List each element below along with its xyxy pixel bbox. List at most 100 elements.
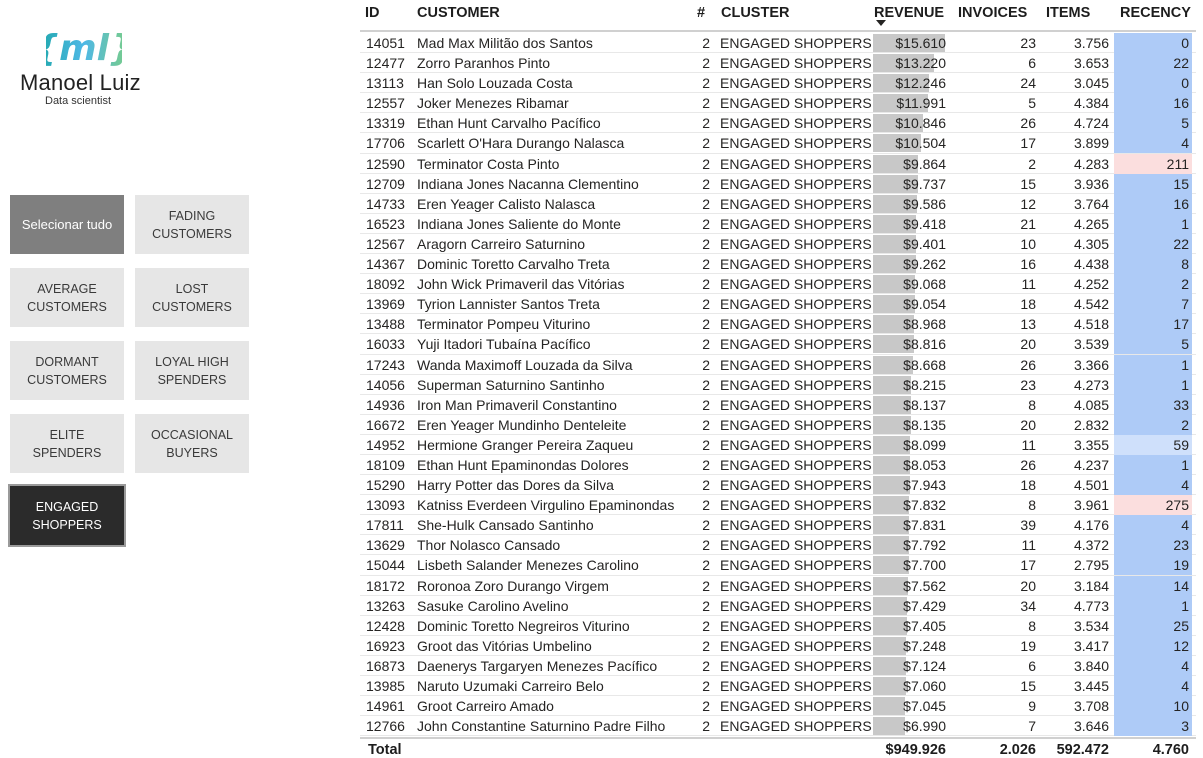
- cell-num: 2: [702, 597, 710, 614]
- table-row[interactable]: 16923 Groot das Vitórias Umbelino 2 ENGAGED…: [360, 635, 1196, 656]
- slicer-item[interactable]: ENGAGED SHOPPERS: [8, 484, 126, 547]
- cell-items: 3.539: [1073, 336, 1109, 353]
- slicer-item[interactable]: OCCASIONAL BUYERS: [133, 412, 251, 475]
- table-row[interactable]: 12766 John Constantine Saturnino Padre Fi…: [360, 716, 1196, 737]
- revenue-bar: [873, 636, 907, 655]
- table-row[interactable]: 17706 Scarlett O'Hara Durango Nalasca 2 ENG…: [360, 133, 1196, 154]
- revenue-bar: [873, 54, 934, 73]
- table-row[interactable]: 17243 Wanda Maximoff Louzada da Silva 2 ENG…: [360, 354, 1196, 375]
- cell-id: 14367: [366, 256, 405, 273]
- table-row[interactable]: 14733 Eren Yeager Calisto Nalasca 2 ENGAGED…: [360, 193, 1196, 214]
- cell-customer: Han Solo Louzada Costa: [417, 75, 573, 92]
- revenue-bar: [873, 717, 906, 736]
- header-num[interactable]: #: [697, 5, 706, 21]
- table-row[interactable]: 12428 Dominic Toretto Negreiros Viturino 2…: [360, 615, 1196, 636]
- table-row[interactable]: 12590 Terminator Costa Pinto 2 ENGAGED SHOP…: [360, 153, 1196, 174]
- slicer-item[interactable]: Selecionar tudo: [8, 193, 126, 256]
- table-row[interactable]: 12709 Indiana Jones Nacanna Clementino 2 EN…: [360, 173, 1196, 194]
- cell-customer: Mad Max Militão dos Santos: [417, 35, 593, 51]
- header-id[interactable]: ID: [365, 5, 380, 21]
- revenue-value: $7.831: [903, 517, 946, 534]
- cell-cluster: ENGAGED SHOPPERS: [720, 296, 872, 313]
- cell-cluster: ENGAGED SHOPPERS: [720, 195, 872, 212]
- cell-id: 12557: [366, 95, 405, 112]
- cell-cluster: ENGAGED SHOPPERS: [720, 75, 872, 92]
- header-cluster[interactable]: CLUSTER: [721, 5, 790, 21]
- revenue-value: $10.846: [895, 115, 946, 132]
- revenue-bar: [873, 34, 945, 52]
- table-row[interactable]: 13969 Tyrion Lannister Santos Treta 2 ENGAG…: [360, 294, 1196, 315]
- header-invoices[interactable]: INVOICES: [958, 5, 1028, 21]
- cell-customer: John Constantine Saturnino Padre Filho: [417, 718, 666, 735]
- cell-num: 2: [702, 416, 710, 433]
- table-row[interactable]: 15290 Harry Potter das Dores da Silva 2 ENG…: [360, 475, 1196, 496]
- cell-customer: Naruto Uzumaki Carreiro Belo: [417, 678, 604, 694]
- cell-invoices: 12: [1020, 195, 1036, 212]
- revenue-value: $9.737: [903, 175, 946, 192]
- table-row[interactable]: 13093 Katniss Everdeen Virgulino Epaminon…: [360, 495, 1196, 516]
- table-row[interactable]: 14367 Dominic Toretto Carvalho Treta 2 ENGA…: [360, 254, 1196, 275]
- header-items[interactable]: ITEMS: [1046, 5, 1091, 21]
- table-row[interactable]: 13113 Han Solo Louzada Costa 2 ENGAGED SHOP…: [360, 73, 1196, 94]
- cell-revenue: $7.700: [873, 555, 947, 575]
- table-row[interactable]: 15044 Lisbeth Salander Menezes Carolino 2 E…: [360, 555, 1196, 576]
- table-row[interactable]: 17811 She-Hulk Cansado Santinho 2 ENGAGED S…: [360, 515, 1196, 536]
- table-row[interactable]: 16873 Daenerys Targaryen Menezes Pacífico…: [360, 655, 1196, 676]
- cell-items: 3.936: [1073, 175, 1109, 192]
- table-row[interactable]: 18092 John Wick Primaveril das Vitórias 2 E…: [360, 274, 1196, 295]
- revenue-bar: [873, 295, 915, 314]
- cell-recency: 33: [1114, 394, 1192, 415]
- cell-invoices: 8: [1028, 396, 1036, 413]
- cell-invoices: 8: [1028, 617, 1036, 634]
- header-customer[interactable]: CUSTOMER: [417, 5, 500, 21]
- table-row[interactable]: 14936 Iron Man Primaveril Constantino 2 ENG…: [360, 394, 1196, 415]
- table-row[interactable]: 16672 Eren Yeager Mundinho Denteleite 2 ENG…: [360, 414, 1196, 435]
- cell-recency: 4: [1114, 515, 1192, 536]
- revenue-value: $7.562: [903, 577, 946, 594]
- cell-cluster: ENGAGED SHOPPERS: [720, 557, 872, 574]
- table-row[interactable]: 13488 Terminator Pompeu Viturino 2 ENGAGED …: [360, 314, 1196, 335]
- revenue-bar: [873, 516, 910, 535]
- slicer-item[interactable]: AVERAGE CUSTOMERS: [8, 266, 126, 329]
- revenue-value: $12.246: [895, 75, 946, 92]
- table-row[interactable]: 18172 Roronoa Zoro Durango Virgem 2 ENGAGED…: [360, 575, 1196, 596]
- table-row[interactable]: 13263 Sasuke Carolino Avelino 2 ENGAGED SHO…: [360, 595, 1196, 616]
- revenue-value: $8.135: [903, 416, 946, 433]
- cell-recency: 4: [1114, 475, 1192, 496]
- slicer-item[interactable]: FADING CUSTOMERS: [133, 193, 251, 256]
- table-row[interactable]: 13319 Ethan Hunt Carvalho Pacífico 2 ENGAGE…: [360, 113, 1196, 134]
- slicer-item[interactable]: LOYAL HIGH SPENDERS: [133, 339, 251, 402]
- cell-invoices: 7: [1028, 718, 1036, 735]
- header-revenue[interactable]: REVENUE: [874, 5, 945, 21]
- table-row[interactable]: 18109 Ethan Hunt Epaminondas Dolores 2 ENGA…: [360, 454, 1196, 476]
- table-row[interactable]: 12557 Joker Menezes Ribamar 2 ENGAGED SHOPP…: [360, 93, 1196, 114]
- revenue-bar: [873, 697, 906, 716]
- cell-customer: Ethan Hunt Epaminondas Dolores: [417, 456, 629, 473]
- cell-invoices: 6: [1028, 657, 1036, 674]
- table-row[interactable]: 14056 Superman Saturnino Santinho 2 ENGAGED…: [360, 374, 1196, 395]
- table-row[interactable]: 16033 Yuji Itadori Tubaína Pacífico 2 ENGAG…: [360, 334, 1196, 355]
- cell-cluster: ENGAGED SHOPPERS: [720, 436, 872, 453]
- slicer-item[interactable]: DORMANT CUSTOMERS: [8, 339, 126, 402]
- table-row[interactable]: 13629 Thor Nolasco Cansado 2 ENGAGED SHOPPE…: [360, 535, 1196, 556]
- cell-revenue: $15.610: [873, 33, 947, 53]
- cell-id: 14056: [366, 376, 405, 393]
- table-row[interactable]: 14952 Hermione Granger Pereira Zaqueu 2 ENG…: [360, 434, 1196, 455]
- cell-revenue: $9.418: [873, 214, 947, 234]
- table-row[interactable]: 12567 Aragorn Carreiro Saturnino 2 ENGAGED …: [360, 233, 1196, 255]
- revenue-bar: [873, 315, 915, 334]
- table-row[interactable]: 16523 Indiana Jones Saliente do Monte 2 ENG…: [360, 213, 1196, 234]
- header-recency[interactable]: RECENCY: [1120, 5, 1191, 21]
- revenue-bar: [873, 355, 913, 374]
- cell-customer: Aragorn Carreiro Saturnino: [417, 235, 586, 252]
- slicer-item[interactable]: LOST CUSTOMERS: [133, 266, 251, 329]
- cell-items: 2.832: [1073, 416, 1109, 433]
- table-row[interactable]: 13985 Naruto Uzumaki Carreiro Belo 2 ENGAGE…: [360, 676, 1196, 697]
- table-row[interactable]: 14961 Groot Carreiro Amado 2 ENGAGED SHOPPE…: [360, 696, 1196, 717]
- table-row[interactable]: 14051 Mad Max Militão dos Santos 2 ENGAGED …: [360, 33, 1196, 54]
- revenue-bar: [873, 194, 918, 213]
- table-row[interactable]: 12477 Zorro Paranhos Pinto 2 ENGAGED SHOPPE…: [360, 53, 1196, 74]
- cell-items: 3.045: [1073, 75, 1109, 92]
- revenue-value: $7.429: [903, 597, 946, 614]
- slicer-item[interactable]: ELITE SPENDERS: [8, 412, 126, 475]
